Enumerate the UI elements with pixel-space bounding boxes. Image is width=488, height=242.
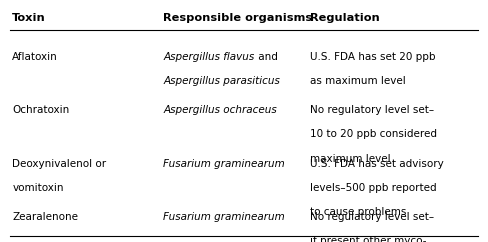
Text: levels–500 ppb reported: levels–500 ppb reported	[310, 183, 436, 193]
Text: Zearalenone: Zearalenone	[12, 212, 78, 222]
Text: maximum level: maximum level	[310, 154, 390, 164]
Text: U.S. FDA has set 20 ppb: U.S. FDA has set 20 ppb	[310, 52, 435, 62]
Text: 10 to 20 ppb considered: 10 to 20 ppb considered	[310, 129, 437, 139]
Text: to cause problems: to cause problems	[310, 207, 406, 217]
Text: vomitoxin: vomitoxin	[12, 183, 64, 193]
Text: Fusarium graminearum: Fusarium graminearum	[163, 212, 285, 222]
Text: Aspergillus ochraceus: Aspergillus ochraceus	[163, 105, 277, 115]
Text: U.S. FDA has set advisory: U.S. FDA has set advisory	[310, 159, 444, 168]
Text: Responsible organisms: Responsible organisms	[163, 13, 313, 23]
Text: Deoxynivalenol or: Deoxynivalenol or	[12, 159, 106, 168]
Text: Aspergillus flavus: Aspergillus flavus	[163, 52, 255, 62]
Text: and: and	[255, 52, 278, 62]
Text: No regulatory level set–: No regulatory level set–	[310, 105, 434, 115]
Text: if present other myco-: if present other myco-	[310, 236, 427, 242]
Text: Aspergillus parasiticus: Aspergillus parasiticus	[163, 76, 280, 86]
Text: Fusarium graminearum: Fusarium graminearum	[163, 159, 285, 168]
Text: Ochratoxin: Ochratoxin	[12, 105, 69, 115]
Text: No regulatory level set–: No regulatory level set–	[310, 212, 434, 222]
Text: as maximum level: as maximum level	[310, 76, 406, 86]
Text: Regulation: Regulation	[310, 13, 380, 23]
Text: Toxin: Toxin	[12, 13, 46, 23]
Text: Aflatoxin: Aflatoxin	[12, 52, 58, 62]
